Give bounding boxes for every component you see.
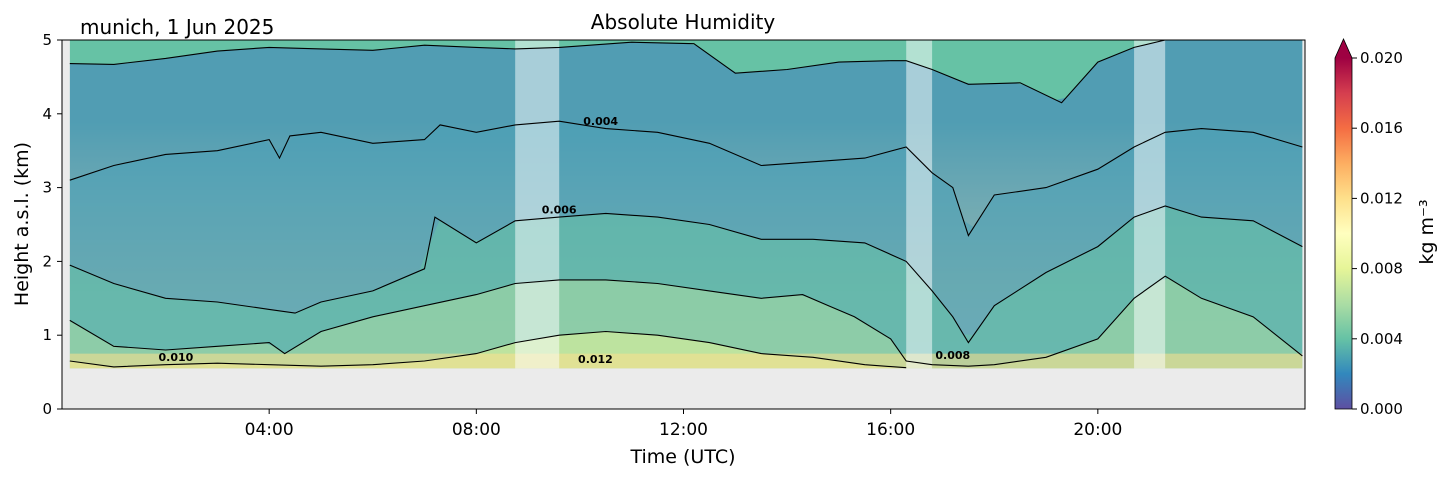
x-axis: 04:00 08:00 12:00 16:00 20:00 (245, 409, 1122, 440)
y-axis-label: Height a.s.l. (km) (11, 142, 33, 306)
contour-line (69, 40, 1303, 104)
contour-line (69, 120, 1303, 237)
contour-line (69, 275, 1303, 367)
colorbar-tick-label: 0.012 (1360, 189, 1403, 207)
colorbar-extend-arrow (1335, 39, 1352, 58)
contour-labels: 0.004 0.006 0.010 0.012 0.008 (159, 115, 971, 366)
contour-bands (62, 40, 1305, 409)
contour-line (69, 205, 1303, 344)
contour-label: 0.010 (159, 351, 194, 364)
ground-mask (62, 40, 70, 409)
colorbar-body (1335, 58, 1352, 409)
contour-band (69, 353, 1303, 369)
colorbar-frame (1334, 38, 1353, 410)
colorbar: 0.000 0.004 0.008 0.012 0.016 0.020 kg m⁻³ (1334, 38, 1438, 418)
contour-band (69, 278, 1303, 369)
x-tick-label: 08:00 (452, 420, 501, 440)
y-tick-label: 5 (42, 31, 52, 49)
ground-mask (1302, 40, 1305, 409)
y-tick-label: 4 (42, 105, 52, 123)
data-gaps (515, 40, 1166, 369)
data-gap (515, 40, 560, 369)
x-tick-label: 16:00 (866, 420, 915, 440)
y-tick-label: 2 (42, 252, 52, 270)
y-tick-label: 3 (42, 179, 52, 197)
data-gap (1134, 40, 1166, 369)
y-tick-label: 1 (42, 326, 52, 344)
chart-title: Absolute Humidity (591, 10, 776, 34)
chart-subtitle: munich, 1 Jun 2025 (80, 15, 274, 39)
colorbar-tick-label: 0.016 (1360, 119, 1403, 137)
colorbar-tick-label: 0.008 (1360, 260, 1403, 278)
x-tick-label: 20:00 (1073, 420, 1122, 440)
x-tick-label: 12:00 (659, 420, 708, 440)
colorbar-tick-label: 0.000 (1360, 400, 1403, 418)
contour-label: 0.006 (542, 203, 577, 216)
colorbar-tick-label: 0.020 (1360, 49, 1403, 67)
x-tick-label: 04:00 (245, 420, 294, 440)
contour-label: 0.004 (583, 115, 618, 128)
y-axis: 0 1 2 3 4 5 (42, 31, 62, 418)
contour-lines (69, 40, 1303, 369)
x-axis-label: Time (UTC) (629, 446, 735, 468)
contour-label: 0.008 (935, 349, 970, 362)
colorbar-ticks: 0.000 0.004 0.008 0.012 0.016 0.020 (1352, 49, 1403, 418)
y-tick-label: 0 (42, 400, 52, 418)
colorbar-tick-label: 0.004 (1360, 330, 1403, 348)
ground-mask (62, 368, 1305, 409)
contour-label: 0.012 (578, 353, 613, 366)
contour-line (69, 330, 907, 369)
colorbar-label: kg m⁻³ (1416, 199, 1438, 264)
data-gap (906, 40, 933, 369)
